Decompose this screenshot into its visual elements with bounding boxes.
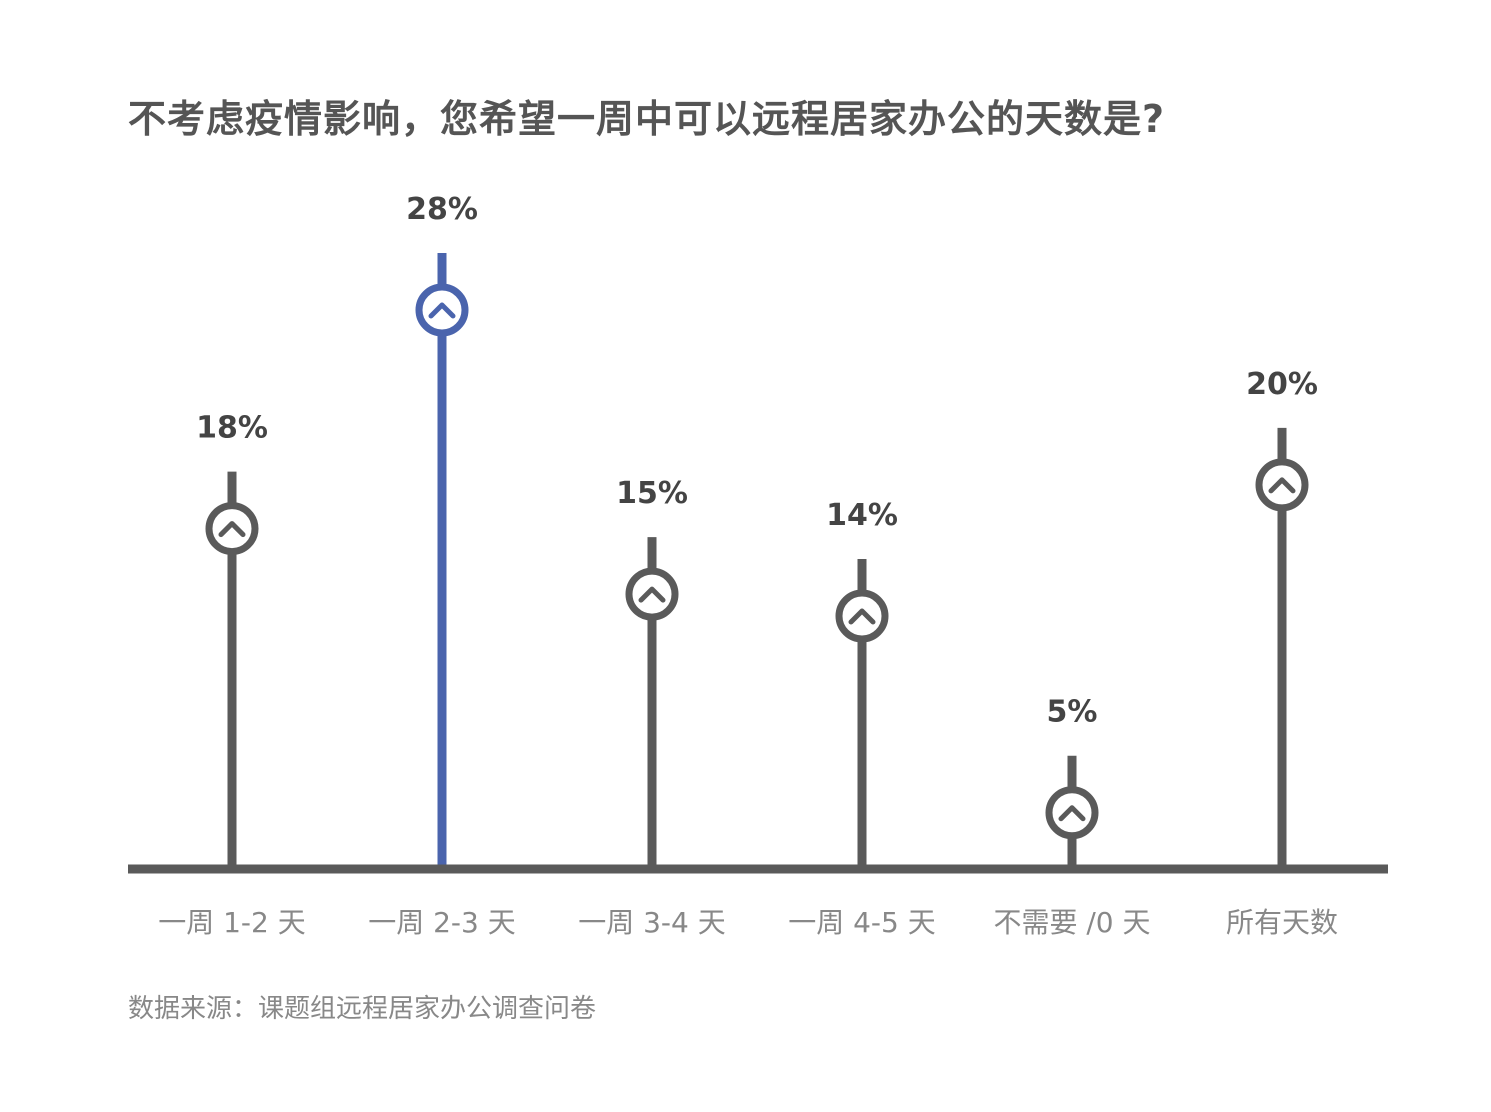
stems-group bbox=[227, 253, 1287, 865]
marker-circle bbox=[1045, 786, 1099, 840]
chevron-up-circle-icon bbox=[625, 567, 679, 621]
marker-chevron bbox=[1268, 477, 1296, 494]
chart-title: 不考虑疫情影响，您希望一周中可以远程居家办公的天数是? bbox=[128, 97, 1166, 141]
category-label-5: 不需要 /0 天 bbox=[993, 906, 1150, 939]
marker-chevron bbox=[848, 608, 876, 625]
chevron-up-circle-icon bbox=[1255, 458, 1309, 512]
category-label-6: 所有天数 bbox=[1226, 906, 1338, 939]
value-label-6: 20% bbox=[1246, 367, 1318, 402]
value-label-5: 5% bbox=[1047, 695, 1098, 730]
chevron-up-circle-icon bbox=[835, 589, 889, 643]
marker-circle bbox=[1255, 458, 1309, 512]
markers-group bbox=[205, 283, 1309, 840]
marker-chevron bbox=[218, 521, 246, 538]
marker-circle bbox=[835, 589, 889, 643]
marker-chevron bbox=[638, 586, 666, 603]
marker-circle bbox=[415, 283, 469, 337]
category-label-2: 一周 2-3 天 bbox=[368, 906, 516, 939]
marker-chevron bbox=[1058, 805, 1086, 822]
category-label-4: 一周 4-5 天 bbox=[788, 906, 936, 939]
category-labels-group: 一周 1-2 天 一周 2-3 天 一周 3-4 天 一周 4-5 天 不需要 /0 天… bbox=[158, 906, 1338, 939]
chevron-up-circle-icon bbox=[205, 502, 259, 556]
value-label-4: 14% bbox=[826, 498, 898, 533]
marker-chevron bbox=[428, 302, 456, 319]
value-label-1: 18% bbox=[196, 411, 268, 446]
value-labels-group: 18% 28% 15% 14% 5% 20% bbox=[196, 192, 1318, 730]
marker-circle bbox=[205, 502, 259, 556]
category-label-3: 一周 3-4 天 bbox=[578, 906, 726, 939]
value-label-2: 28% bbox=[406, 192, 478, 227]
chevron-up-circle-icon bbox=[415, 283, 469, 337]
value-label-3: 15% bbox=[616, 476, 688, 511]
source-note: 数据来源：课题组远程居家办公调查问卷 bbox=[128, 994, 597, 1024]
marker-circle bbox=[625, 567, 679, 621]
category-label-1: 一周 1-2 天 bbox=[158, 906, 306, 939]
chevron-up-circle-icon bbox=[1045, 786, 1099, 840]
